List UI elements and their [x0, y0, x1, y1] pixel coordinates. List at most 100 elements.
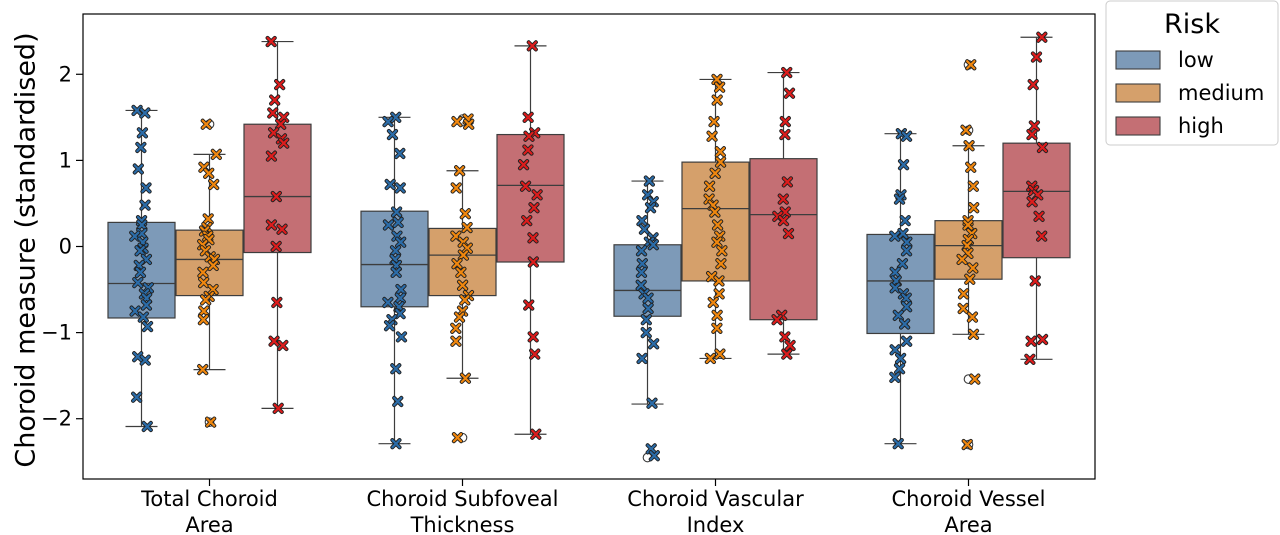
data-point: [893, 310, 903, 321]
data-point: [890, 231, 900, 241]
data-point: [1030, 276, 1040, 286]
data-point: [456, 267, 466, 278]
data-point: [395, 183, 405, 193]
data-point: [460, 295, 470, 305]
box-high-3: [749, 66, 818, 360]
data-point: [385, 179, 395, 190]
data-point: [712, 220, 723, 230]
data-point: [636, 246, 647, 256]
data-point: [901, 131, 912, 141]
data-point: [895, 353, 906, 364]
data-point: [140, 108, 150, 118]
data-point: [902, 237, 912, 247]
data-point: [133, 277, 143, 288]
data-point: [142, 321, 153, 332]
data-point: [957, 254, 967, 265]
data-point: [636, 280, 646, 290]
data-point: [900, 215, 910, 226]
data-point: [647, 398, 657, 408]
data-point: [524, 131, 534, 141]
data-point: [780, 332, 790, 342]
x-tick-label: Area: [185, 513, 233, 535]
data-point: [715, 157, 726, 167]
data-point: [968, 329, 979, 340]
data-point: [391, 364, 401, 374]
data-point: [529, 203, 539, 213]
data-point: [532, 190, 542, 200]
data-point: [778, 194, 788, 204]
data-point: [704, 181, 715, 191]
data-point: [894, 364, 905, 374]
data-point: [963, 220, 973, 230]
data-point: [966, 60, 976, 70]
data-point: [136, 142, 146, 153]
data-point: [198, 364, 208, 375]
data-point: [454, 312, 465, 322]
data-point: [894, 194, 905, 204]
data-point: [451, 183, 461, 193]
box-low-3: [613, 175, 682, 463]
box-medium-3: [681, 73, 750, 365]
data-point: [201, 119, 211, 129]
data-point: [712, 310, 722, 321]
data-point: [898, 228, 908, 239]
x-tick-label: Choroid Vessel: [892, 487, 1046, 511]
data-point: [648, 339, 659, 349]
data-point: [269, 95, 280, 105]
x-tick-label: Thickness: [410, 513, 515, 535]
data-point: [198, 314, 209, 325]
data-point: [712, 95, 722, 105]
data-point: [710, 168, 720, 179]
data-point: [1037, 334, 1048, 345]
data-point: [778, 215, 789, 226]
data-point: [383, 220, 394, 230]
data-point: [452, 259, 462, 269]
data-point: [784, 88, 795, 98]
data-point: [1025, 354, 1035, 365]
x-tick-label: Choroid Vascular: [627, 487, 804, 511]
data-point: [279, 138, 289, 148]
data-point: [520, 181, 531, 191]
data-point: [278, 340, 288, 351]
y-tick-label: 0: [59, 235, 72, 259]
data-point: [772, 314, 782, 325]
data-point: [530, 349, 540, 359]
y-tick-label: −1: [41, 321, 72, 345]
data-point: [966, 162, 976, 172]
data-point: [646, 444, 656, 454]
data-point: [528, 233, 538, 243]
box-medium-4: [934, 59, 1003, 451]
data-point: [706, 271, 717, 282]
data-point: [1031, 52, 1042, 62]
data-point: [901, 302, 912, 312]
data-point: [393, 396, 403, 407]
data-point: [198, 267, 208, 278]
data-point: [451, 323, 461, 334]
data-point: [464, 119, 474, 129]
data-point: [783, 228, 794, 239]
data-point: [962, 439, 972, 450]
data-point: [141, 300, 152, 310]
data-point: [460, 373, 471, 383]
data-point: [142, 421, 152, 432]
data-point: [715, 147, 726, 157]
data-point: [716, 259, 726, 269]
data-point: [890, 267, 900, 278]
data-point: [393, 217, 403, 228]
series-low: [107, 104, 935, 463]
data-point: [899, 319, 910, 329]
data-point: [968, 181, 978, 191]
data-point: [714, 276, 724, 286]
data-point: [199, 306, 209, 316]
y-tick-label: 2: [59, 62, 72, 86]
data-point: [968, 263, 978, 273]
data-point: [132, 105, 142, 116]
data-point: [637, 259, 647, 269]
data-point: [390, 246, 401, 256]
data-point: [708, 297, 718, 308]
data-point: [712, 237, 722, 247]
data-point: [272, 297, 282, 308]
data-point: [273, 403, 283, 414]
x-tick-label: Choroid Subfoveal: [367, 487, 559, 511]
data-point: [198, 277, 209, 288]
